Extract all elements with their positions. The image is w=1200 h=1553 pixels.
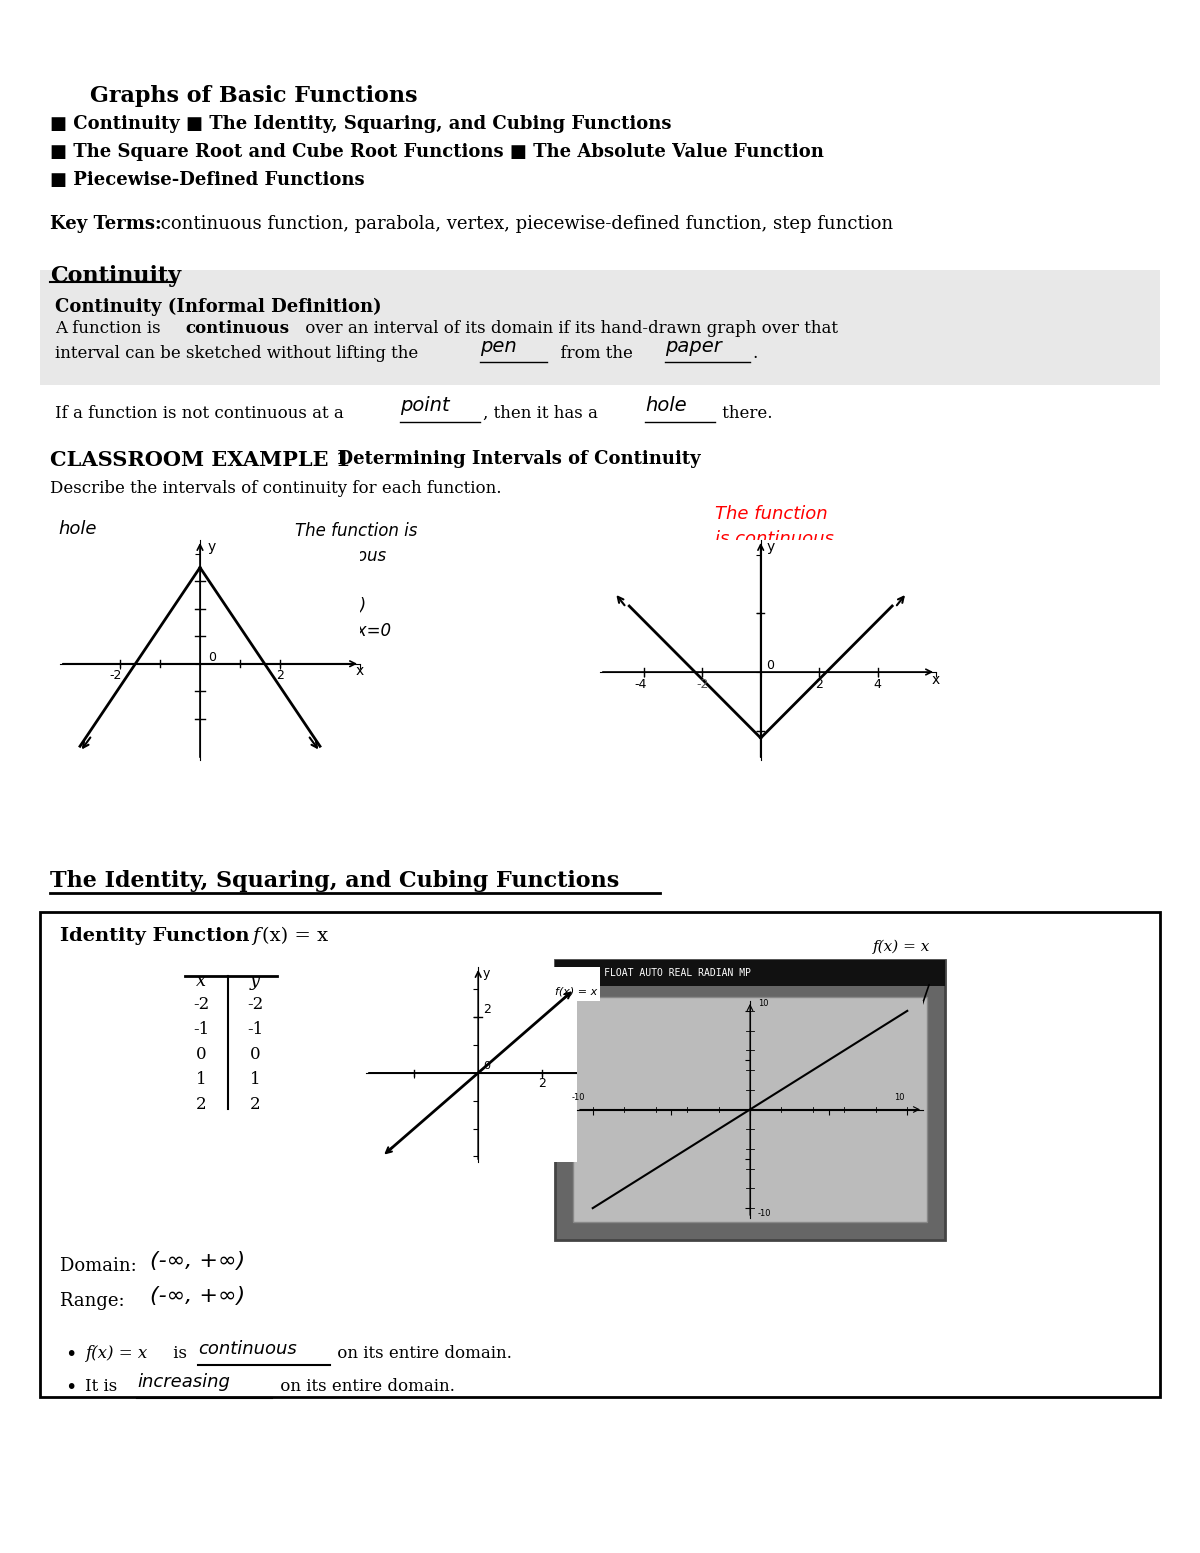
Text: continuous function, parabola, vertex, piecewise-defined function, step function: continuous function, parabola, vertex, p…	[155, 214, 893, 233]
Text: y: y	[482, 968, 491, 980]
Text: -2: -2	[110, 669, 122, 682]
Text: -1: -1	[247, 1020, 263, 1037]
Text: continuous: continuous	[198, 1340, 296, 1357]
Text: 4: 4	[874, 679, 882, 691]
Text: The Identity, Squaring, and Cubing Functions: The Identity, Squaring, and Cubing Funct…	[50, 870, 619, 891]
Text: -10: -10	[571, 1093, 584, 1101]
Text: -4: -4	[635, 679, 647, 691]
Text: (-∞, +∞): (-∞, +∞)	[150, 1252, 245, 1270]
Text: -2: -2	[193, 995, 209, 1013]
Text: .: .	[752, 345, 757, 362]
Text: -10: -10	[758, 1210, 772, 1218]
Text: (x) = x: (x) = x	[262, 927, 328, 944]
Text: y: y	[767, 540, 775, 554]
Text: hole: hole	[646, 396, 686, 415]
Text: 1: 1	[196, 1072, 206, 1089]
Text: on its entire domain.: on its entire domain.	[275, 1378, 455, 1395]
Text: there.: there.	[718, 405, 773, 422]
Text: x: x	[596, 1075, 604, 1087]
Text: f(x) = x: f(x) = x	[556, 986, 598, 997]
Text: 2: 2	[250, 1096, 260, 1114]
Text: If a function is not continuous at a: If a function is not continuous at a	[55, 405, 349, 422]
Text: hole: hole	[58, 520, 96, 537]
Text: 0: 0	[250, 1047, 260, 1062]
Text: continuous: continuous	[185, 320, 289, 337]
FancyBboxPatch shape	[40, 270, 1160, 385]
Text: The function
is continuous
over (-∞,+∞): The function is continuous over (-∞,+∞)	[715, 505, 834, 573]
Text: A function is: A function is	[55, 320, 166, 337]
Text: Range:: Range:	[60, 1292, 142, 1311]
Text: from the: from the	[550, 345, 643, 362]
Text: Continuity: Continuity	[50, 266, 181, 287]
Text: 2: 2	[539, 1076, 546, 1090]
Text: CLASSROOM EXAMPLE 1: CLASSROOM EXAMPLE 1	[50, 450, 350, 471]
Text: paper: paper	[665, 337, 721, 356]
Text: Key Terms:: Key Terms:	[50, 214, 162, 233]
Text: Continuity (Informal Definition): Continuity (Informal Definition)	[55, 298, 382, 317]
Text: -2: -2	[247, 995, 263, 1013]
Text: -2: -2	[696, 679, 708, 691]
Text: 2: 2	[815, 679, 823, 691]
Text: x: x	[196, 972, 206, 989]
Text: Graphs of Basic Functions: Graphs of Basic Functions	[90, 85, 418, 107]
Text: 1: 1	[250, 1072, 260, 1089]
Text: f(x) = x: f(x) = x	[872, 940, 930, 955]
Text: The function is
continuous
over
(-∞, +∞)
except x=0: The function is continuous over (-∞, +∞)…	[295, 522, 418, 640]
Text: (-∞, +∞): (-∞, +∞)	[150, 1286, 245, 1306]
Text: 0: 0	[767, 658, 774, 672]
FancyBboxPatch shape	[574, 997, 928, 1222]
Text: 0: 0	[482, 1061, 490, 1070]
Text: x: x	[932, 672, 940, 686]
Text: ■ Continuity ■ The Identity, Squaring, and Cubing Functions: ■ Continuity ■ The Identity, Squaring, a…	[50, 115, 672, 134]
Text: NORMAL FLOAT AUTO REAL RADIAN MP: NORMAL FLOAT AUTO REAL RADIAN MP	[563, 968, 751, 978]
Text: is: is	[168, 1345, 192, 1362]
Text: Identity Function: Identity Function	[60, 927, 263, 944]
Text: •: •	[65, 1345, 77, 1364]
Text: 2: 2	[196, 1096, 206, 1114]
FancyBboxPatch shape	[40, 912, 1160, 1398]
Text: y: y	[208, 540, 216, 554]
Text: interval can be sketched without lifting the: interval can be sketched without lifting…	[55, 345, 424, 362]
Text: over an interval of its domain if its hand-drawn graph over that: over an interval of its domain if its ha…	[300, 320, 838, 337]
Text: ■ Piecewise-Defined Functions: ■ Piecewise-Defined Functions	[50, 171, 365, 189]
FancyBboxPatch shape	[554, 960, 946, 1239]
Text: x: x	[356, 663, 364, 677]
Text: 0: 0	[196, 1047, 206, 1062]
Text: 2: 2	[482, 1003, 491, 1016]
FancyBboxPatch shape	[554, 960, 946, 986]
Text: f(x) = x: f(x) = x	[85, 1345, 148, 1362]
Text: point: point	[400, 396, 450, 415]
Text: -1: -1	[193, 1020, 209, 1037]
Text: on its entire domain.: on its entire domain.	[332, 1345, 512, 1362]
Text: 0: 0	[208, 651, 216, 665]
Text: , then it has a: , then it has a	[482, 405, 604, 422]
Text: 2: 2	[276, 669, 284, 682]
Text: 10: 10	[894, 1093, 905, 1101]
Text: 10: 10	[758, 999, 768, 1008]
Text: pen: pen	[480, 337, 517, 356]
Text: y: y	[250, 972, 260, 989]
Text: increasing: increasing	[137, 1373, 230, 1391]
Text: f: f	[252, 927, 259, 944]
Text: •: •	[65, 1378, 77, 1398]
Text: Determining Intervals of Continuity: Determining Intervals of Continuity	[325, 450, 701, 467]
Text: Describe the intervals of continuity for each function.: Describe the intervals of continuity for…	[50, 480, 502, 497]
Text: ■ The Square Root and Cube Root Functions ■ The Absolute Value Function: ■ The Square Root and Cube Root Function…	[50, 143, 824, 162]
Text: Domain:: Domain:	[60, 1256, 143, 1275]
Text: It is: It is	[85, 1378, 122, 1395]
